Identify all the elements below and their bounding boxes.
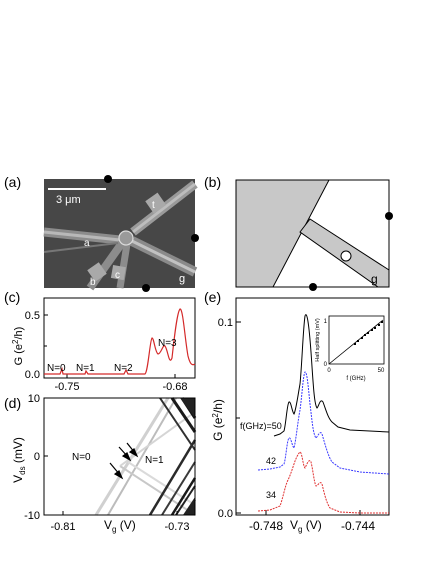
inset-y-tick: 1	[324, 319, 328, 325]
marker-dot	[309, 283, 317, 291]
x-axis-label-e: Vg (V)	[290, 518, 322, 534]
inset-y-tick: 0	[324, 362, 328, 368]
state-label: N=3	[158, 338, 177, 349]
inset-x-tick: 50	[378, 368, 385, 374]
y-tick-label: 0	[34, 451, 40, 463]
trace-42ghz	[257, 371, 390, 475]
panel-e: (e) G (e2/h) 0.1 0.0 -0.748 -0.744 Vg (V…	[204, 289, 390, 534]
plot-c-frame	[43, 297, 196, 379]
panel-c: (c) G (e2/h) 0.5 0.0 -0.75 -0.68 N=0 N=1…	[4, 289, 196, 393]
y-tick-label: 10	[28, 393, 40, 405]
svg-text:G (e2/h): G (e2/h)	[11, 327, 25, 366]
inset-points	[354, 321, 383, 345]
svg-text:Vds (mV): Vds (mV)	[11, 437, 27, 483]
state-label: N=2	[114, 363, 133, 374]
y-axis-label-c: G (e2/h)	[11, 327, 25, 366]
y-axis-label-e: G (e2/h)	[211, 399, 225, 441]
trace-50ghz	[273, 314, 390, 437]
panel-b-label: (b)	[204, 174, 221, 190]
state-label: N=1	[76, 363, 95, 374]
panel-e-label: (e)	[204, 289, 221, 305]
inset-y-label: Half splitting (mV)	[315, 318, 321, 362]
conductance-trace	[44, 308, 196, 375]
region-label: N=0	[72, 452, 91, 463]
marker-dot	[385, 212, 393, 220]
panel-d-label: (d)	[4, 395, 21, 411]
inset-x-label: f (GHz)	[346, 376, 365, 382]
marker-dot	[104, 175, 112, 183]
inset: 0 50 1 0 f (GHz) Half splitting (mV)	[315, 315, 385, 382]
inset-frame	[328, 315, 385, 365]
lead-label-c: c	[115, 270, 120, 281]
y-tick-label: 0.0	[218, 508, 233, 520]
panel-d: (d) N=0 N=1	[4, 393, 197, 534]
trace-label: f(GHz)=50	[240, 421, 282, 431]
gate-electrode	[235, 179, 330, 288]
schematic-gate-label: g	[371, 272, 378, 286]
panel-b: (b) g	[204, 174, 393, 291]
lead-label-b: b	[90, 277, 96, 288]
svg-text:G (e2/h): G (e2/h)	[211, 399, 225, 441]
pad-t	[145, 192, 167, 214]
panel-a: (a) 3 μm a b c t g	[4, 174, 199, 292]
pad-c	[110, 265, 126, 281]
y-tick-label: 0.5	[25, 310, 40, 322]
marker-dot	[191, 234, 199, 242]
x-tick-label: -0.75	[54, 381, 79, 393]
marker-dot	[142, 284, 150, 292]
y-axis-label-d: Vds (mV)	[11, 437, 27, 483]
trace-34ghz	[257, 451, 389, 514]
inset-x-tick: 0	[327, 368, 331, 374]
dot-island	[118, 230, 134, 246]
trace-label: 34	[266, 490, 276, 500]
x-axis-label-d: Vg (V)	[104, 518, 136, 534]
y-tick-label: 0.1	[218, 317, 233, 329]
lead-label-g: g	[179, 273, 185, 285]
coulomb-diamond-lines	[94, 397, 197, 516]
panel-c-label: (c)	[4, 289, 20, 305]
x-tick-label: -0.81	[50, 521, 75, 533]
region-label: N=1	[145, 455, 164, 466]
trace-label: 42	[266, 456, 276, 466]
x-tick-label: -0.68	[162, 381, 187, 393]
arrows	[109, 442, 139, 480]
x-tick-label: -0.748	[249, 519, 283, 533]
panel-a-label: (a)	[4, 174, 21, 190]
scale-bar-label: 3 μm	[56, 194, 81, 206]
x-tick-label: -0.73	[164, 521, 189, 533]
x-tick-label: -0.744	[341, 519, 375, 533]
schematic-dot	[340, 250, 352, 262]
plot-e-frame	[235, 297, 390, 516]
pad-b	[87, 262, 107, 282]
y-tick-label: -10	[24, 510, 40, 522]
lead-label-a: a	[84, 238, 90, 249]
y-tick-label: 0.0	[25, 369, 40, 381]
lead-label-t: t	[152, 200, 155, 211]
state-label: N=0	[47, 363, 66, 374]
